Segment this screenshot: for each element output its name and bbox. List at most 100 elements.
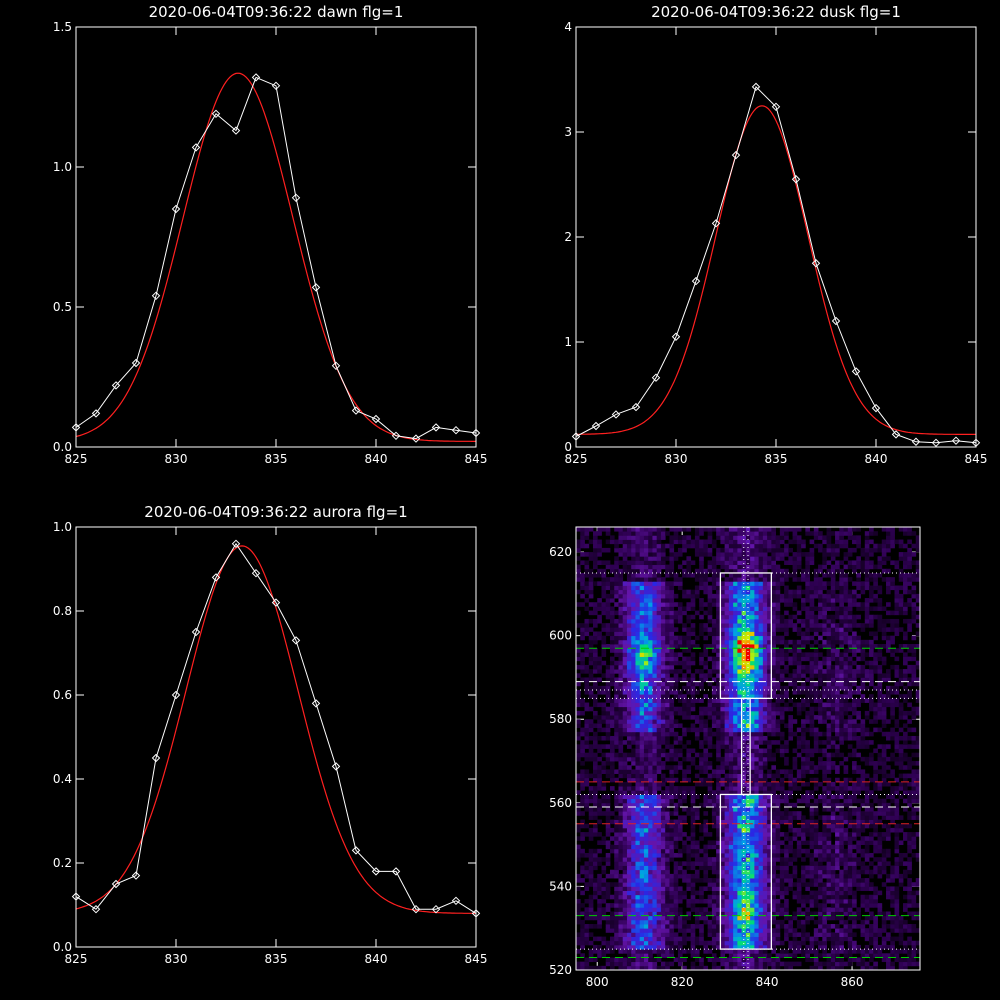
- heatmap-plot-area: [576, 527, 920, 970]
- data-point: [131, 358, 141, 368]
- data-point: [911, 437, 921, 446]
- y-tick-label: 1.5: [53, 20, 72, 34]
- y-tick-label: 2: [564, 230, 572, 244]
- y-tick-label: 1.0: [53, 160, 72, 174]
- data-point: [871, 403, 881, 413]
- data-point: [231, 126, 241, 135]
- data-point: [211, 573, 221, 582]
- x-tick-label: 825: [65, 952, 88, 966]
- x-tick-label: 835: [265, 952, 288, 966]
- data-point: [771, 102, 781, 112]
- data-point: [451, 896, 461, 906]
- x-tick-label: 800: [586, 975, 609, 989]
- data-point: [731, 150, 741, 160]
- x-tick-label: 835: [765, 452, 788, 466]
- data-point: [411, 434, 421, 443]
- y-tick-label: 0.6: [53, 688, 72, 702]
- y-tick-label: 620: [549, 545, 572, 559]
- x-tick-label: 845: [465, 952, 488, 966]
- x-tick-label: 860: [841, 975, 864, 989]
- dawn-chart-title: 2020-06-04T09:36:22 dawn flg=1: [149, 3, 404, 21]
- x-tick-label: 840: [365, 452, 388, 466]
- data-point: [131, 871, 141, 880]
- x-tick-label: 845: [965, 452, 988, 466]
- y-tick-label: 1: [564, 335, 572, 349]
- data-point: [611, 410, 621, 419]
- y-tick-label: 600: [549, 629, 572, 643]
- dusk-chart-title: 2020-06-04T09:36:22 dusk flg=1: [651, 3, 901, 21]
- data-point: [191, 627, 201, 637]
- data-point: [851, 367, 861, 376]
- data-point: [591, 421, 601, 431]
- dusk-axis-ticks: 825 830 835 840 845 0 1 2 3 4: [564, 20, 987, 466]
- data-point: [791, 175, 801, 184]
- data-point: [291, 636, 301, 645]
- data-point: [151, 753, 161, 763]
- data-point: [351, 846, 361, 855]
- data-point: [211, 109, 221, 119]
- aurora-profile-chart: 2020-06-04T09:36:22 aurora flg=1 825 830 8…: [53, 503, 488, 966]
- data-point: [251, 73, 261, 82]
- x-tick-label: 825: [65, 452, 88, 466]
- data-point: [171, 204, 181, 214]
- data-point: [691, 276, 701, 286]
- dawn-profile-chart: 2020-06-04T09:36:22 dawn flg=1 825 830 835…: [53, 3, 488, 466]
- data-point: [331, 361, 341, 371]
- data-line: [75, 542, 477, 914]
- x-tick-label: 835: [265, 452, 288, 466]
- data-point: [251, 568, 261, 578]
- data-point: [271, 598, 281, 607]
- y-tick-label: 540: [549, 879, 572, 893]
- data-point: [291, 193, 301, 203]
- data-point: [391, 867, 401, 876]
- x-tick-label: 830: [665, 452, 688, 466]
- data-point: [371, 414, 381, 424]
- dawn-axis-ticks: 825 830 835 840 845 0.0 0.5 1.0 1.5: [53, 20, 488, 466]
- data-point: [431, 904, 441, 914]
- data-point: [651, 373, 661, 382]
- y-tick-label: 0.0: [53, 940, 72, 954]
- data-point: [111, 879, 121, 889]
- fit-curve: [576, 105, 976, 435]
- y-tick-label: 580: [549, 712, 572, 726]
- y-tick-label: 0.5: [53, 300, 72, 314]
- data-point: [631, 402, 641, 412]
- x-tick-label: 830: [165, 952, 188, 966]
- data-point: [931, 438, 941, 448]
- aurora-axes-frame: [75, 526, 477, 948]
- data-point: [311, 699, 321, 708]
- data-point: [171, 690, 181, 700]
- data-line: [75, 76, 477, 440]
- x-tick-label: 840: [756, 975, 779, 989]
- data-point: [451, 425, 461, 435]
- y-tick-label: 560: [549, 796, 572, 810]
- y-tick-label: 0: [564, 440, 572, 454]
- data-point: [191, 143, 201, 152]
- dusk-plot-area: [571, 82, 981, 448]
- data-point: [271, 81, 281, 91]
- data-point: [311, 283, 321, 292]
- data-point: [711, 219, 721, 228]
- data-point: [891, 430, 901, 439]
- data-point: [831, 316, 841, 326]
- dawn-axes-frame: [75, 26, 477, 448]
- y-tick-label: 4: [564, 20, 572, 34]
- y-tick-label: 0.0: [53, 440, 72, 454]
- x-tick-label: 840: [365, 952, 388, 966]
- heatmap-cells: [576, 527, 920, 970]
- dusk-axes-frame: [575, 26, 977, 448]
- y-tick-label: 0.4: [53, 772, 72, 786]
- data-point: [91, 409, 101, 418]
- y-tick-label: 0.2: [53, 856, 72, 870]
- connector-box: [740, 697, 751, 796]
- data-point: [91, 904, 101, 914]
- aurora-axis-ticks: 825 830 835 840 845 0.0 0.2 0.4 0.6 0.8 1.0: [53, 520, 488, 966]
- data-point: [671, 332, 681, 341]
- data-point: [111, 381, 121, 390]
- x-tick-label: 845: [465, 452, 488, 466]
- fit-curve: [75, 72, 476, 442]
- data-point: [351, 406, 361, 415]
- y-tick-label: 0.8: [53, 604, 72, 618]
- x-tick-label: 820: [671, 975, 694, 989]
